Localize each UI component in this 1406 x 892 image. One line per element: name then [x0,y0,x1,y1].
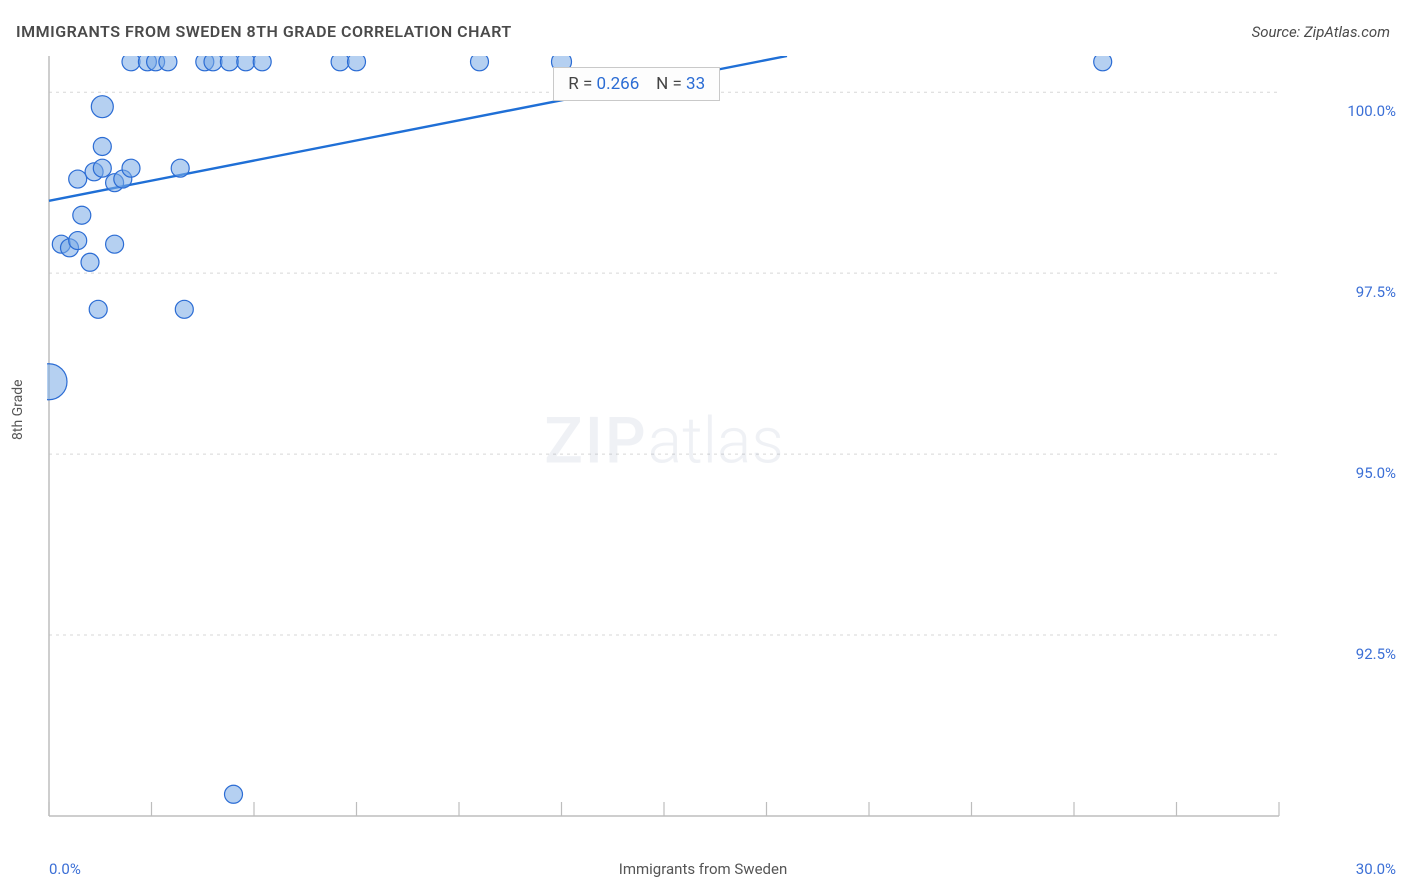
chart-header: IMMIGRANTS FROM SWEDEN 8TH GRADE CORRELA… [16,22,1390,41]
y-tick-label: 92.5% [1356,645,1396,663]
r-value: 0.266 [597,74,640,94]
regression-stats-box: R = 0.266 N = 33 [553,67,720,101]
y-tick-label: 95.0% [1356,464,1396,482]
x-axis-label: Immigrants from Sweden [0,860,1406,878]
chart-plot-area: ZIPatlas R = 0.266 N = 33 [47,56,1281,826]
r-label: R = [568,74,592,94]
chart-title: IMMIGRANTS FROM SWEDEN 8TH GRADE CORRELA… [16,22,512,41]
y-tick-label: 100.0% [1347,102,1396,120]
x-tick-label: 0.0% [49,860,81,878]
n-value: 33 [686,74,705,94]
y-axis-label: 8th Grade [10,379,26,440]
x-tick-label: 30.0% [1356,860,1396,878]
scatter-chart-svg [47,56,1281,826]
chart-source: Source: ZipAtlas.com [1252,23,1390,41]
y-tick-label: 97.5% [1356,283,1396,301]
n-label: N = [656,74,682,94]
